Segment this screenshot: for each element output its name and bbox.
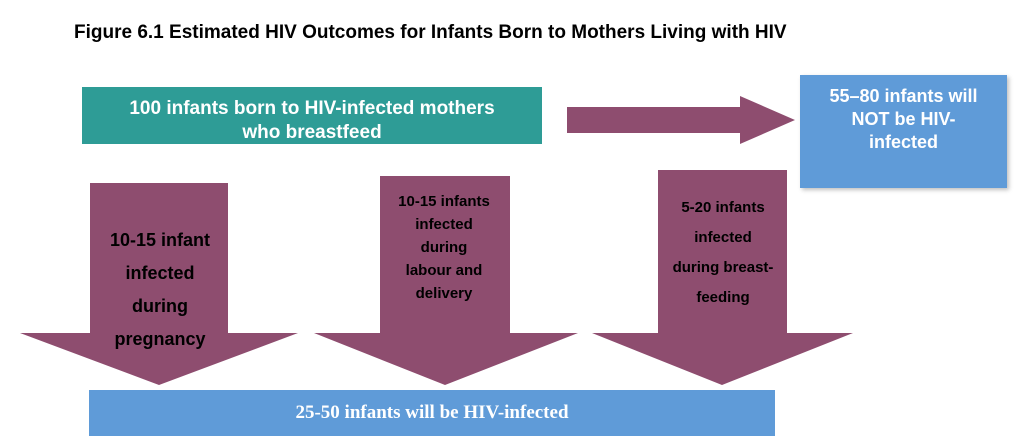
total-infected-box: 25-50 infants will be HIV-infected [89,390,775,436]
source-box: 100 infants born to HIV-infected mothers… [82,87,542,144]
arrow-down-breastfeeding [592,170,853,385]
breastfeeding-line-4: feeding [696,289,750,306]
breastfeeding-line-2: infected [694,229,752,246]
arrow-right-to-not-infected [567,96,795,144]
not-infected-line-1: 55–80 infants will [829,86,978,106]
pregnancy-line-1: 10-15 infant [109,230,211,250]
labour-line-5: delivery [415,285,473,302]
labour-line-2: infected [415,216,473,233]
not-infected-line-3: infected [868,132,938,152]
source-line-1: 100 infants born to HIV-infected mothers [129,98,495,119]
breastfeeding-line-3: during breast- [672,259,774,276]
labour-arrow-label: 10-15 infants infected during labour and… [378,190,510,305]
not-infected-box: 55–80 infants will NOT be HIV- infected [800,75,1007,188]
pregnancy-line-2: infected [125,263,195,283]
arrow-down-pregnancy [20,183,298,385]
labour-line-1: 10-15 infants [398,193,490,210]
pregnancy-arrow-label: 10-15 infant infected during pregnancy [90,224,230,356]
labour-line-3: during [420,239,468,256]
source-line-2: who breastfeed [242,122,382,143]
breastfeeding-arrow-label: 5-20 infants infected during breast- fee… [656,193,790,313]
not-infected-line-2: NOT be HIV- [851,109,956,129]
figure-title: Figure 6.1 Estimated HIV Outcomes for In… [74,22,787,43]
arrow-down-labour [314,176,578,385]
breastfeeding-line-1: 5-20 infants [681,199,765,216]
pregnancy-line-3: during [132,296,188,316]
labour-line-4: labour and [405,262,483,279]
pregnancy-line-4: pregnancy [114,329,206,349]
